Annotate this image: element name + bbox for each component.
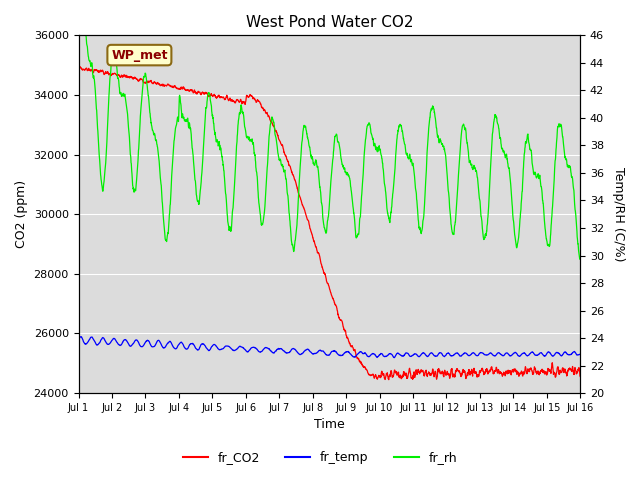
X-axis label: Time: Time [314, 419, 345, 432]
Y-axis label: Temp/RH (C/%): Temp/RH (C/%) [612, 167, 625, 262]
Title: West Pond Water CO2: West Pond Water CO2 [246, 15, 413, 30]
Text: WP_met: WP_met [111, 48, 168, 61]
Legend: fr_CO2, fr_temp, fr_rh: fr_CO2, fr_temp, fr_rh [178, 446, 462, 469]
Y-axis label: CO2 (ppm): CO2 (ppm) [15, 180, 28, 248]
